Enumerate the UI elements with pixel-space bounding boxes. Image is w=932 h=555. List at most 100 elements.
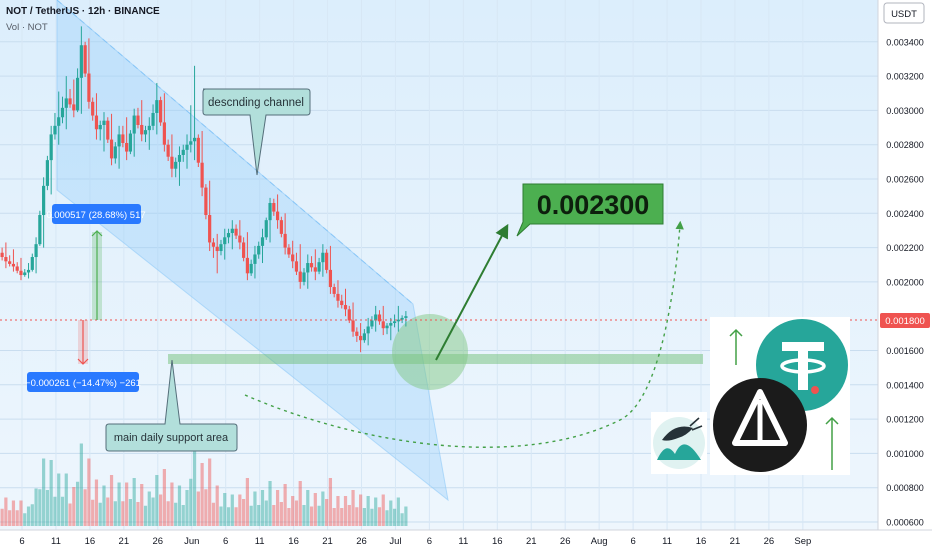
candle-body[interactable]	[291, 254, 295, 262]
candle-body[interactable]	[325, 252, 329, 270]
candle-body[interactable]	[340, 300, 344, 306]
candle-body[interactable]	[72, 104, 76, 111]
support-circle[interactable]	[392, 314, 468, 390]
candle-body[interactable]	[223, 237, 227, 245]
target-arrow[interactable]	[435, 223, 509, 361]
candle-body[interactable]	[321, 252, 325, 263]
candle-body[interactable]	[332, 287, 336, 294]
candle-body[interactable]	[328, 269, 333, 288]
candle-body[interactable]	[264, 220, 268, 238]
target-callout[interactable]: 0.002300	[516, 183, 664, 237]
candle-body[interactable]	[302, 272, 306, 282]
candle-body[interactable]	[53, 125, 57, 135]
candle-body[interactable]	[208, 215, 212, 243]
candle-body[interactable]	[359, 335, 363, 341]
candle-body[interactable]	[230, 228, 234, 234]
candle-body[interactable]	[75, 77, 80, 111]
candle-body[interactable]	[174, 161, 178, 169]
candle-body[interactable]	[23, 272, 27, 276]
candle-body[interactable]	[170, 156, 174, 169]
candle-body[interactable]	[102, 120, 106, 125]
candle-body[interactable]	[242, 242, 246, 258]
candle-body[interactable]	[294, 261, 299, 272]
candle-body[interactable]	[34, 244, 38, 258]
candle-body[interactable]	[57, 117, 61, 126]
candle-body[interactable]	[83, 45, 87, 74]
candle-body[interactable]	[151, 112, 155, 126]
candle-body[interactable]	[42, 185, 46, 216]
candle-body[interactable]	[279, 220, 283, 234]
candle-body[interactable]	[287, 247, 291, 255]
candle-body[interactable]	[362, 333, 366, 341]
candle-body[interactable]	[219, 244, 223, 252]
candle-body[interactable]	[11, 263, 16, 267]
candle-body[interactable]	[309, 263, 314, 268]
candle-body[interactable]	[147, 125, 151, 131]
candle-body[interactable]	[64, 98, 68, 108]
candle-body[interactable]	[192, 137, 197, 142]
candle-body[interactable]	[351, 320, 355, 332]
candle-body[interactable]	[117, 134, 121, 147]
candle-body[interactable]	[343, 305, 348, 310]
candle-body[interactable]	[45, 160, 49, 186]
candle-body[interactable]	[381, 321, 385, 329]
currency-badge[interactable]	[883, 2, 925, 24]
candle-body[interactable]	[238, 235, 242, 243]
candle-body[interactable]	[162, 122, 166, 145]
measure-up[interactable]: 0.000517 (28.68%) 517	[46, 204, 146, 320]
candle-body[interactable]	[355, 331, 359, 336]
candle-body[interactable]	[0, 252, 4, 258]
candle-body[interactable]	[389, 323, 393, 326]
candle-body[interactable]	[30, 257, 34, 270]
candle-body[interactable]	[19, 270, 23, 276]
candle-body[interactable]	[215, 246, 219, 252]
candle-body[interactable]	[370, 320, 374, 327]
candle-body[interactable]	[143, 130, 148, 135]
projection-curve[interactable]	[244, 220, 684, 448]
candle-body[interactable]	[94, 115, 99, 130]
candle-body[interactable]	[189, 141, 193, 145]
candle-body[interactable]	[185, 144, 189, 150]
support-callout[interactable]: main daily support area	[105, 359, 238, 452]
candle-body[interactable]	[121, 134, 125, 143]
candle-body[interactable]	[79, 45, 83, 78]
candle-body[interactable]	[4, 257, 8, 262]
candle-body[interactable]	[245, 257, 249, 274]
candle-body[interactable]	[366, 326, 370, 334]
time-axis[interactable]	[0, 530, 932, 550]
candle-body[interactable]	[49, 134, 53, 161]
price-axis[interactable]	[878, 0, 932, 530]
candle-body[interactable]	[125, 142, 129, 152]
candle-body[interactable]	[60, 107, 65, 118]
candle-body[interactable]	[377, 314, 382, 322]
candle-body[interactable]	[159, 100, 163, 123]
candle-body[interactable]	[128, 133, 133, 152]
candle-body[interactable]	[113, 146, 117, 159]
candle-body[interactable]	[400, 317, 404, 320]
candle-body[interactable]	[257, 245, 261, 255]
candle-body[interactable]	[26, 269, 31, 273]
candle-body[interactable]	[249, 263, 253, 274]
candle-body[interactable]	[272, 203, 276, 212]
candle-body[interactable]	[166, 144, 170, 157]
candle-body[interactable]	[306, 263, 310, 273]
candle-body[interactable]	[155, 100, 159, 113]
candle-body[interactable]	[298, 271, 302, 282]
candle-body[interactable]	[98, 124, 102, 130]
candle-body[interactable]	[106, 120, 110, 140]
candle-body[interactable]	[204, 187, 208, 216]
candle-body[interactable]	[347, 309, 351, 321]
candle-body[interactable]	[317, 262, 321, 272]
candle-body[interactable]	[38, 215, 42, 245]
measure-down[interactable]: −0.000261 (−14.47%) −261	[25, 320, 141, 392]
candle-body[interactable]	[234, 228, 238, 236]
candle-body[interactable]	[181, 149, 185, 155]
candle-body[interactable]	[374, 314, 378, 321]
candle-body[interactable]	[87, 73, 91, 102]
candle-body[interactable]	[211, 242, 216, 247]
candle-body[interactable]	[404, 316, 408, 318]
candle-body[interactable]	[268, 203, 272, 221]
candle-body[interactable]	[140, 124, 144, 135]
channel-callout[interactable]: descnding channel	[202, 88, 311, 176]
